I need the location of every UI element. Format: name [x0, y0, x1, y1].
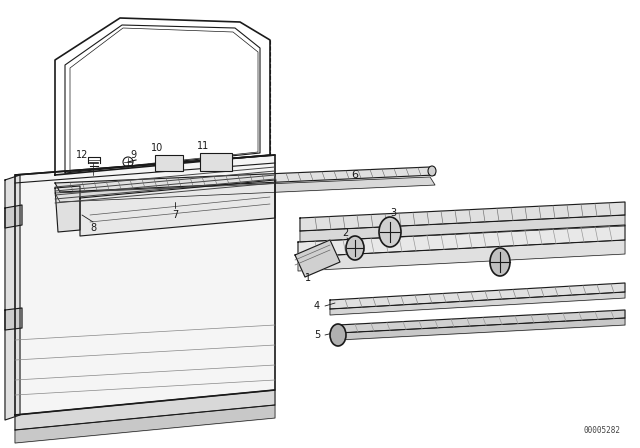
Text: 5: 5	[314, 330, 320, 340]
Polygon shape	[15, 405, 275, 443]
Ellipse shape	[428, 166, 436, 176]
Text: 8: 8	[90, 223, 96, 233]
Text: 00005282: 00005282	[583, 426, 620, 435]
Ellipse shape	[379, 217, 401, 247]
Text: 6: 6	[351, 170, 358, 180]
Polygon shape	[298, 240, 625, 271]
Polygon shape	[55, 186, 80, 232]
Text: 10: 10	[151, 143, 163, 153]
Polygon shape	[300, 202, 625, 231]
Ellipse shape	[490, 248, 510, 276]
Ellipse shape	[330, 324, 346, 346]
Text: 2: 2	[342, 228, 348, 238]
Polygon shape	[330, 283, 625, 309]
Polygon shape	[15, 155, 275, 415]
Polygon shape	[15, 390, 275, 430]
Text: 7: 7	[172, 210, 178, 220]
Polygon shape	[5, 175, 20, 420]
Text: 1: 1	[305, 273, 311, 283]
Polygon shape	[330, 292, 625, 315]
Polygon shape	[300, 215, 625, 242]
Bar	[200, 153, 232, 171]
Polygon shape	[298, 225, 625, 257]
Text: 3: 3	[390, 208, 396, 218]
Polygon shape	[80, 180, 275, 236]
Polygon shape	[55, 177, 435, 202]
Polygon shape	[338, 318, 625, 340]
Bar	[155, 155, 183, 171]
Polygon shape	[5, 205, 22, 228]
Ellipse shape	[346, 236, 364, 260]
Text: 9: 9	[130, 150, 136, 160]
Text: 4: 4	[314, 301, 320, 311]
Polygon shape	[338, 310, 625, 333]
Polygon shape	[5, 308, 22, 330]
Text: 11: 11	[197, 141, 209, 151]
Polygon shape	[295, 240, 340, 277]
Polygon shape	[55, 167, 435, 192]
Text: 12: 12	[76, 150, 88, 160]
